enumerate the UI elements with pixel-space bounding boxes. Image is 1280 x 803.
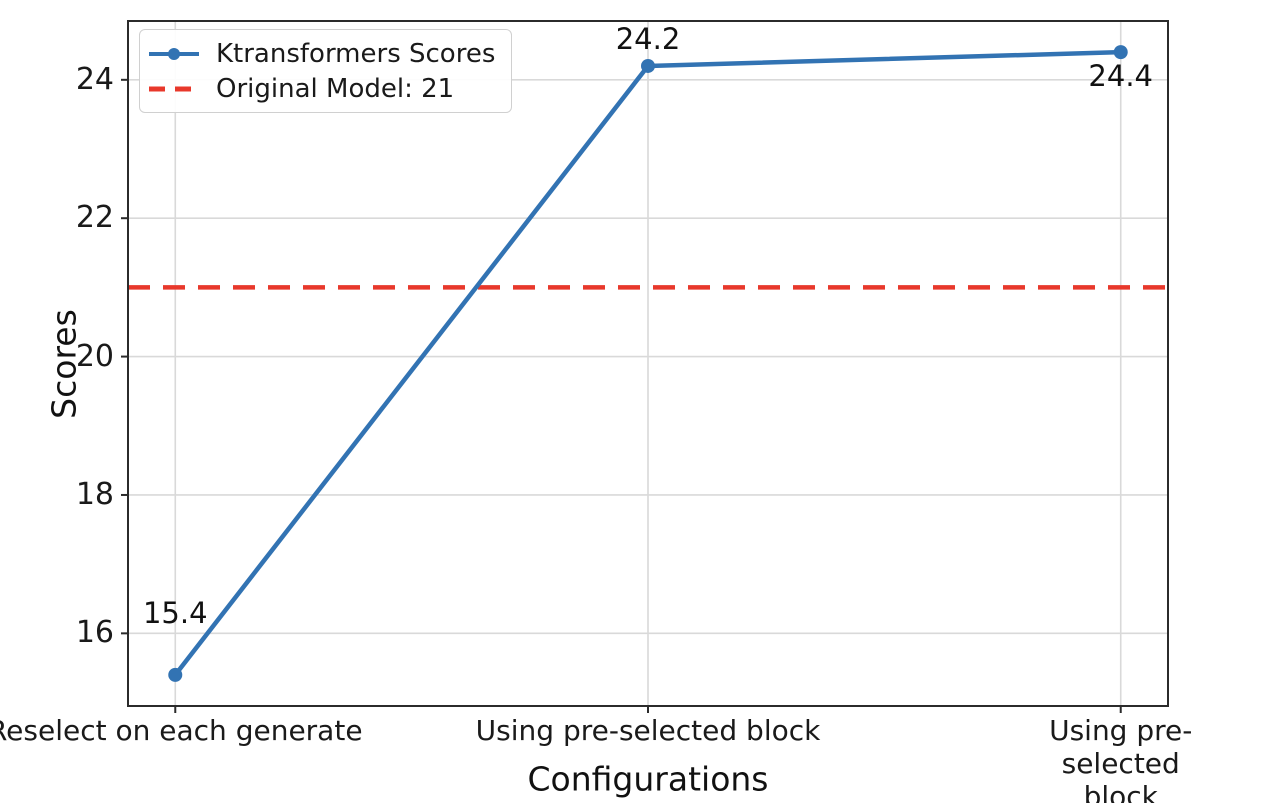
dashed-line-sample-icon xyxy=(149,86,199,91)
data-label: 24.2 xyxy=(615,21,681,56)
data-label: 15.4 xyxy=(142,595,208,630)
legend-label: Original Model: 21 xyxy=(216,73,455,104)
line-marker-sample-icon xyxy=(149,47,199,60)
y-tick-label: 24 xyxy=(75,61,114,97)
legend-item-reference: Original Model: 21 xyxy=(148,72,495,105)
x-axis-label: Configurations xyxy=(527,759,769,799)
x-tick-label: Using pre-selected block First two layer… xyxy=(1049,714,1193,803)
y-tick-label: 22 xyxy=(75,200,114,236)
x-tick-label: Using pre-selected block xyxy=(475,714,821,747)
legend: Ktransformers Scores Original Model: 21 xyxy=(139,29,513,113)
data-label: 24.4 xyxy=(1088,59,1154,94)
y-axis-label: Scores xyxy=(44,309,84,419)
y-tick-label: 16 xyxy=(75,615,114,651)
y-tick-label: 20 xyxy=(75,338,114,374)
legend-item-series: Ktransformers Scores xyxy=(148,37,495,70)
y-tick-label: 18 xyxy=(75,476,114,512)
legend-label: Ktransformers Scores xyxy=(216,38,496,69)
x-tick-label: Reselect on each generate xyxy=(0,714,363,747)
